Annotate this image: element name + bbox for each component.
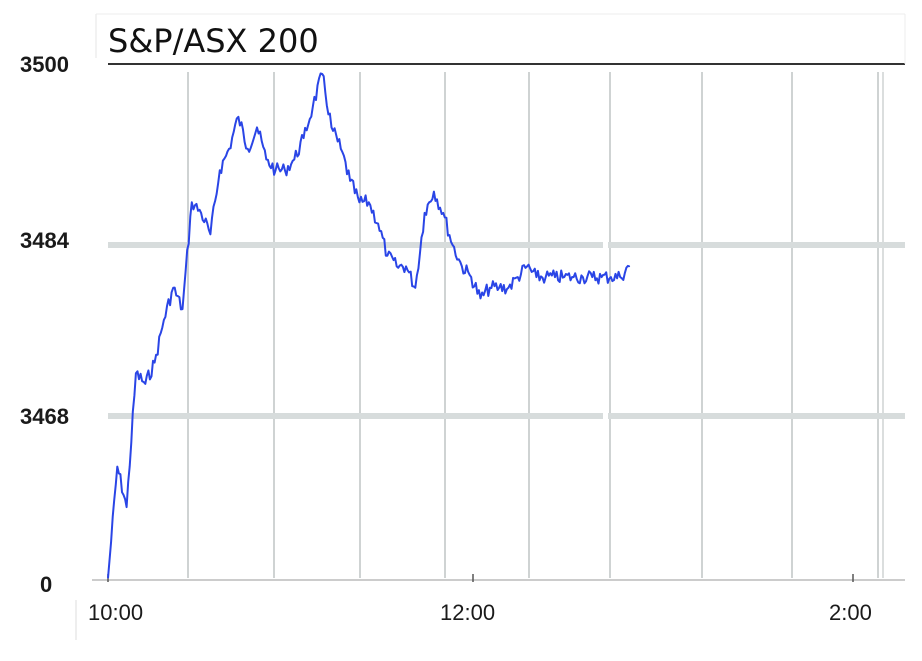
data-point [517, 276, 519, 278]
data-point [358, 201, 360, 203]
frame [75, 13, 906, 640]
data-point [135, 372, 137, 374]
data-point [200, 212, 202, 214]
data-point [144, 383, 146, 385]
data-point [284, 169, 286, 171]
data-point [368, 201, 370, 203]
data-point [349, 180, 351, 182]
y-tick-label: 3484 [20, 228, 70, 253]
data-point [535, 276, 538, 278]
data-point [601, 276, 603, 278]
x-tick-label: 12:00 [440, 600, 495, 625]
data-point [237, 116, 239, 118]
data-point [479, 297, 482, 299]
data-point [312, 105, 314, 107]
data-point [396, 265, 398, 267]
data-point [554, 276, 556, 278]
data-point [526, 265, 528, 267]
data-point [545, 276, 547, 278]
data-point [303, 137, 305, 139]
x-tick-label: 10:00 [88, 600, 143, 625]
data-point [256, 126, 258, 128]
y-tick-label: 3500 [20, 52, 69, 77]
data-point [154, 362, 156, 364]
data-point [591, 276, 593, 278]
horizontal-gridline [608, 242, 905, 248]
data-point [163, 319, 165, 321]
data-point [116, 466, 118, 468]
data-point [219, 169, 221, 171]
data-point [386, 255, 388, 257]
data-point [582, 276, 584, 278]
data-point [433, 191, 435, 193]
y-tick-label: 0 [40, 572, 52, 597]
data-point [340, 148, 342, 150]
data-point [275, 169, 277, 171]
chart-title: S&P/ASX 200 [108, 22, 319, 60]
data-point [573, 276, 575, 278]
data-point [498, 287, 500, 289]
data-point [181, 308, 184, 310]
data-point [470, 276, 472, 278]
x-tick-label: 2:00 [829, 600, 872, 625]
data-point [228, 148, 230, 150]
gridlines [108, 72, 905, 578]
data-point [377, 223, 379, 225]
data-point [414, 287, 416, 289]
data-point [619, 276, 621, 278]
data-point [405, 265, 407, 267]
data-point [563, 276, 565, 278]
data-point [424, 212, 426, 214]
data-point [442, 212, 444, 214]
data-point [209, 233, 211, 235]
data-point [107, 577, 109, 579]
data-point [452, 244, 454, 246]
data-point [489, 287, 491, 289]
data-point [126, 506, 128, 508]
horizontal-gridline [108, 242, 603, 248]
data-point [610, 276, 612, 278]
data-point [461, 265, 463, 267]
data-point [293, 158, 295, 161]
data-point [172, 287, 174, 289]
data-point [191, 201, 193, 203]
horizontal-gridline [608, 413, 905, 419]
data-point [321, 73, 323, 75]
data-point [507, 287, 509, 289]
data-point [265, 158, 267, 161]
labels: S&P/ASX 200 3500 3484 3468 0 10:00 12:00 2:00 [20, 22, 872, 625]
horizontal-gridline [108, 413, 603, 419]
y-tick-label: 3468 [20, 404, 69, 429]
price-line [107, 72, 631, 579]
data-point [628, 265, 631, 267]
data-point [247, 148, 249, 150]
data-point [330, 126, 333, 128]
